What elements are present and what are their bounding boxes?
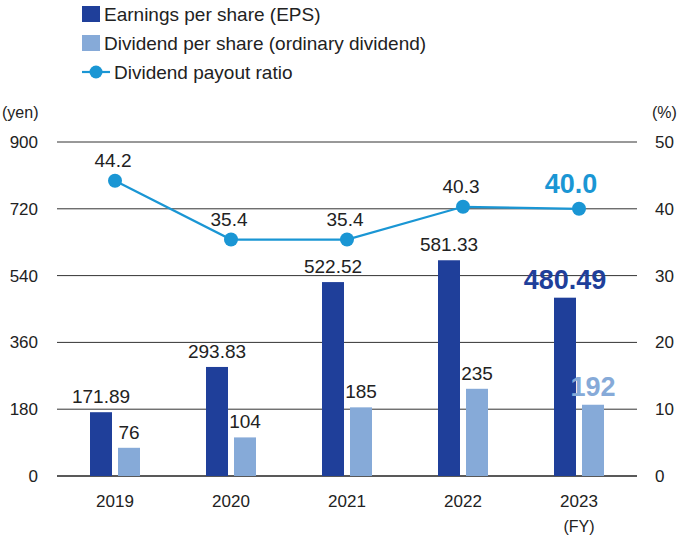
bar [206, 367, 228, 476]
y-tick-label: 180 [10, 400, 38, 419]
y2-tick-label: 30 [655, 267, 674, 286]
data-label: 76 [118, 422, 139, 443]
y-tick-label: 540 [10, 267, 38, 286]
legend-label: Dividend payout ratio [114, 62, 293, 83]
y-tick-label: 0 [29, 467, 38, 486]
y2-tick-label: 20 [655, 333, 674, 352]
grid-line [57, 342, 637, 343]
x-axis-label: (FY) [563, 518, 594, 535]
x-tick-label: 2021 [328, 492, 366, 511]
grid-line [57, 409, 637, 410]
chart-container: 0 180 360 540 720 900 0 10 20 30 40 50 (yen) (%) 2019 2… [0, 0, 684, 543]
chart-svg: 0 180 360 540 720 900 0 10 20 30 40 50 (yen) (%) 2019 2… [0, 0, 684, 543]
bar [438, 260, 460, 476]
line-marker [572, 202, 586, 216]
y2-axis-label: (%) [652, 104, 677, 121]
data-label: 185 [345, 381, 377, 402]
data-label: 40.3 [443, 176, 480, 197]
data-label: 171.89 [72, 386, 130, 407]
data-label: 192 [570, 372, 615, 402]
data-label: 581.33 [420, 234, 478, 255]
y-tick-label: 360 [10, 333, 38, 352]
bar [90, 412, 112, 476]
data-labels: 171.89 293.83 522.52 581.33 480.49 76 104 185 23… [72, 150, 616, 443]
y2-tick-label: 0 [655, 467, 664, 486]
y2-tick-label: 40 [655, 200, 674, 219]
line-marker [108, 174, 122, 188]
line-marker [456, 200, 470, 214]
data-label: 522.52 [304, 256, 362, 277]
legend-label: Dividend per share (ordinary dividend) [104, 33, 426, 54]
bar [322, 282, 344, 476]
grid-line [57, 142, 637, 143]
legend-swatch [82, 35, 100, 51]
legend: Earnings per share (EPS) Dividend per sha… [82, 4, 426, 83]
data-label: 35.4 [211, 209, 248, 230]
data-label: 235 [461, 363, 493, 384]
y-axis-line [57, 142, 58, 476]
y-tick-label: 720 [10, 200, 38, 219]
grid-line [57, 475, 637, 476]
bar [466, 389, 488, 476]
line-marker [340, 233, 354, 247]
x-tick-label: 2020 [212, 492, 250, 511]
grid [57, 142, 637, 476]
data-label: 480.49 [524, 265, 607, 295]
x-tick-label: 2023 [560, 492, 598, 511]
y2-tick-label: 50 [655, 133, 674, 152]
y-axis-label: (yen) [2, 104, 38, 121]
legend-swatch [90, 66, 103, 79]
legend-label: Earnings per share (EPS) [104, 4, 321, 25]
line [115, 181, 579, 240]
y-tick-label: 900 [10, 133, 38, 152]
data-label: 35.4 [327, 209, 364, 230]
y2-tick-label: 10 [655, 400, 674, 419]
legend-swatch [82, 6, 100, 22]
bar [234, 437, 256, 476]
data-label: 40.0 [545, 169, 598, 199]
bar [118, 448, 140, 476]
bar [350, 407, 372, 476]
data-label: 44.2 [95, 150, 132, 171]
x-tick-label: 2022 [444, 492, 482, 511]
x-tick-label: 2019 [96, 492, 134, 511]
data-label: 104 [229, 411, 261, 432]
line-marker [224, 233, 238, 247]
plot-area [90, 174, 604, 476]
data-label: 293.83 [188, 341, 246, 362]
bar [582, 405, 604, 476]
